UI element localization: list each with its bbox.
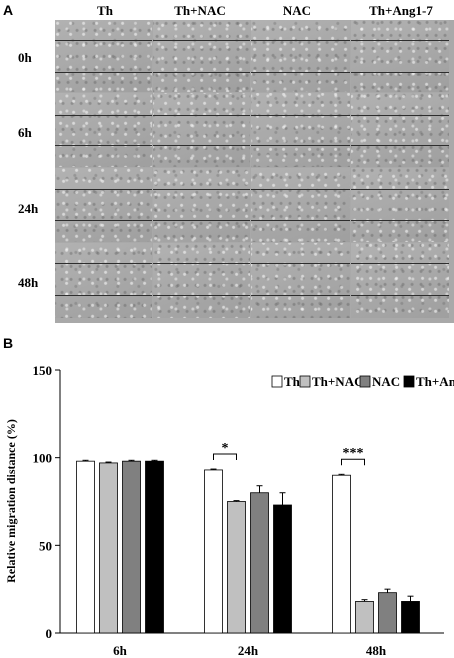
x-tick-label: 48h [366, 643, 387, 658]
column-label-th-ang: Th+Ang1-7 [369, 3, 433, 18]
bar-24h-2 [250, 492, 269, 634]
x-tick-label: 24h [238, 643, 259, 658]
micrograph-24h-3 [351, 168, 449, 242]
micrograph-24h-2 [251, 168, 350, 242]
wound-edge-line [153, 145, 250, 146]
significance-label: *** [343, 446, 364, 461]
wound-edge-line [251, 115, 350, 116]
micrograph-0h-0 [55, 20, 152, 92]
micrograph-48h-0 [55, 243, 152, 318]
wound-edge-line [351, 295, 449, 296]
significance-bracket [341, 458, 365, 466]
wound-edge-line [153, 295, 250, 296]
micrograph-6h-2 [251, 93, 350, 167]
wound-edge-line [251, 40, 350, 41]
bar-24h-3 [273, 504, 292, 634]
bar-48h-2 [378, 592, 397, 634]
wound-edge-line [251, 263, 350, 264]
micrograph-48h-3 [351, 243, 449, 318]
wound-edge-line [153, 220, 250, 221]
wound-edge-line [251, 220, 350, 221]
y-tick-label: 150 [33, 363, 53, 378]
panel-a-letter: A [3, 2, 14, 18]
y-axis-label: Relative migration distance (%) [4, 419, 18, 583]
legend-swatch [403, 375, 415, 388]
y-tick-label: 0 [46, 626, 53, 641]
row-label-6h: 6h [18, 125, 32, 140]
bar-48h-1 [355, 601, 374, 634]
bar-48h-3 [401, 601, 420, 634]
row-label-48h: 48h [18, 275, 39, 290]
micrograph-6h-1 [153, 93, 250, 167]
legend-label: NAC [372, 374, 400, 389]
micrograph-6h-0 [55, 93, 152, 167]
migration-bar-chart: Relative migration distance (%) 0 50 100 15… [4, 363, 454, 658]
column-label-th: Th [97, 3, 113, 18]
micrograph-48h-1 [153, 243, 250, 318]
micrograph-0h-1 [153, 20, 250, 92]
y-tick-label: 50 [39, 538, 52, 553]
significance-bracket [213, 453, 237, 460]
row-label-0h: 0h [18, 50, 32, 65]
x-tick-label: 6h [113, 643, 128, 658]
legend-swatch [359, 375, 371, 388]
wound-edge-line [351, 189, 449, 190]
wound-edge-line [351, 263, 449, 264]
wound-edge-line [251, 145, 350, 146]
micrograph-48h-2 [251, 243, 350, 318]
micrograph-grid [55, 20, 454, 323]
micrograph-0h-3 [351, 20, 449, 92]
bar-6h-1 [99, 462, 118, 634]
y-tick-label: 100 [33, 451, 53, 466]
bar-6h-3 [145, 460, 164, 634]
column-label-th-nac: Th+NAC [174, 3, 226, 18]
micrograph-0h-2 [251, 20, 350, 92]
wound-edge-line [55, 145, 152, 146]
wound-edge-line [55, 295, 152, 296]
bar-24h-1 [227, 501, 246, 634]
micrograph-24h-1 [153, 168, 250, 242]
wound-edge-line [251, 189, 350, 190]
column-label-nac: NAC [282, 3, 312, 18]
wound-edge-line [55, 189, 152, 190]
wound-edge-line [153, 40, 250, 41]
wound-edge-line [351, 115, 449, 116]
wound-edge-line [55, 263, 152, 264]
bar-24h-0 [204, 469, 223, 634]
legend-label: Th+NAC [312, 374, 363, 389]
legend-label: Th [284, 374, 301, 389]
wound-edge-line [351, 220, 449, 221]
panel-b-letter: B [3, 335, 14, 351]
significance-label: * [222, 441, 229, 456]
wound-edge-line [153, 263, 250, 264]
wound-edge-line [55, 40, 152, 41]
wound-edge-line [153, 115, 250, 116]
micrograph-24h-0 [55, 168, 152, 242]
legend-swatch [271, 375, 283, 388]
wound-edge-line [153, 72, 250, 73]
wound-edge-line [153, 189, 250, 190]
bar-6h-0 [76, 460, 95, 634]
wound-edge-line [251, 72, 350, 73]
legend-swatch [299, 375, 311, 388]
bar-6h-2 [122, 460, 141, 634]
row-label-24h: 24h [18, 201, 39, 216]
wound-edge-line [55, 115, 152, 116]
wound-edge-line [351, 72, 449, 73]
micrograph-6h-3 [351, 93, 449, 167]
bar-48h-0 [332, 474, 351, 634]
wound-edge-line [55, 220, 152, 221]
wound-edge-line [55, 72, 152, 73]
legend-label: Th+Ang1-7 [416, 374, 454, 389]
wound-edge-line [351, 145, 449, 146]
wound-edge-line [351, 40, 449, 41]
wound-edge-line [251, 295, 350, 296]
